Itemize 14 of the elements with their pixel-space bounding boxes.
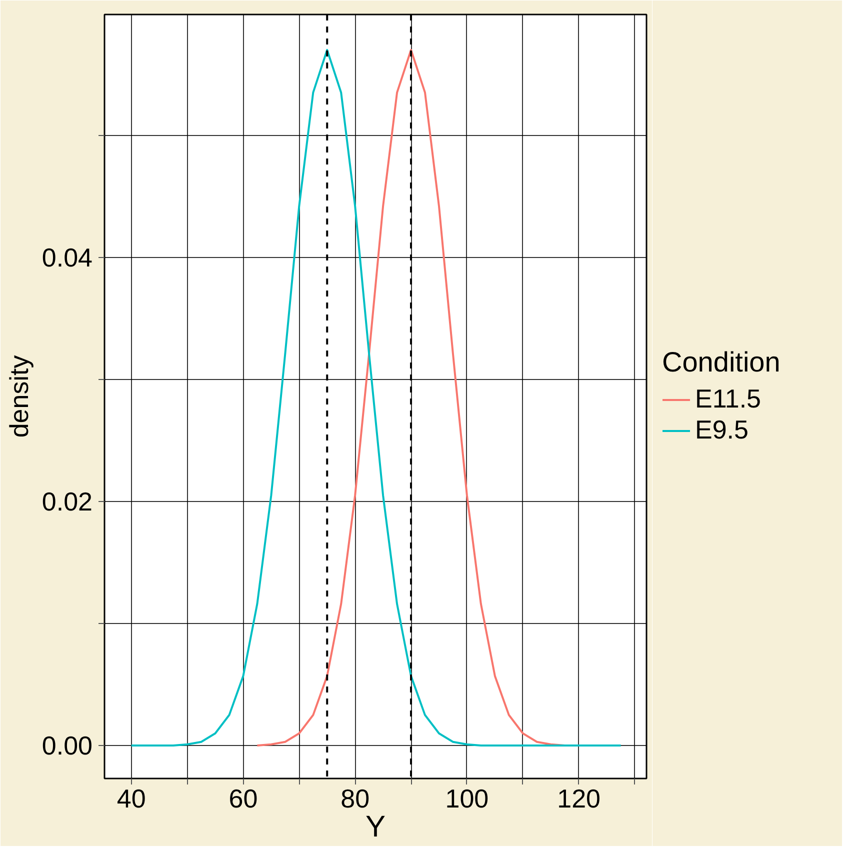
- x-tick-label: 80: [340, 784, 370, 814]
- x-tick-label: 40: [116, 784, 146, 814]
- x-axis-title: Y: [365, 810, 386, 844]
- legend-label: E9.5: [695, 414, 748, 446]
- y-axis-title: density: [4, 355, 34, 438]
- legend-label: E11.5: [695, 384, 762, 414]
- legend-title: Condition: [662, 346, 780, 378]
- x-tick-label: 100: [445, 784, 489, 814]
- x-tick-label: 60: [228, 784, 258, 814]
- x-tick-label: 120: [557, 784, 601, 814]
- y-tick-label: 0.04: [42, 242, 93, 272]
- y-tick-label: 0.00: [42, 730, 93, 761]
- line-series: [130, 48, 622, 747]
- y-tick-label: 0.02: [42, 486, 93, 516]
